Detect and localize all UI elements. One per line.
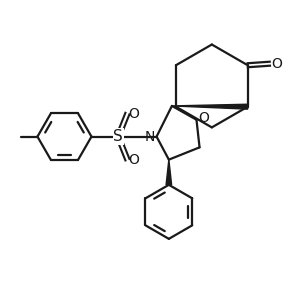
Polygon shape xyxy=(166,160,172,185)
Text: O: O xyxy=(271,57,282,71)
Text: O: O xyxy=(129,153,140,167)
Polygon shape xyxy=(172,104,248,109)
Text: O: O xyxy=(198,111,209,125)
Text: S: S xyxy=(113,129,123,144)
Text: O: O xyxy=(129,107,140,121)
Text: N: N xyxy=(145,130,155,144)
